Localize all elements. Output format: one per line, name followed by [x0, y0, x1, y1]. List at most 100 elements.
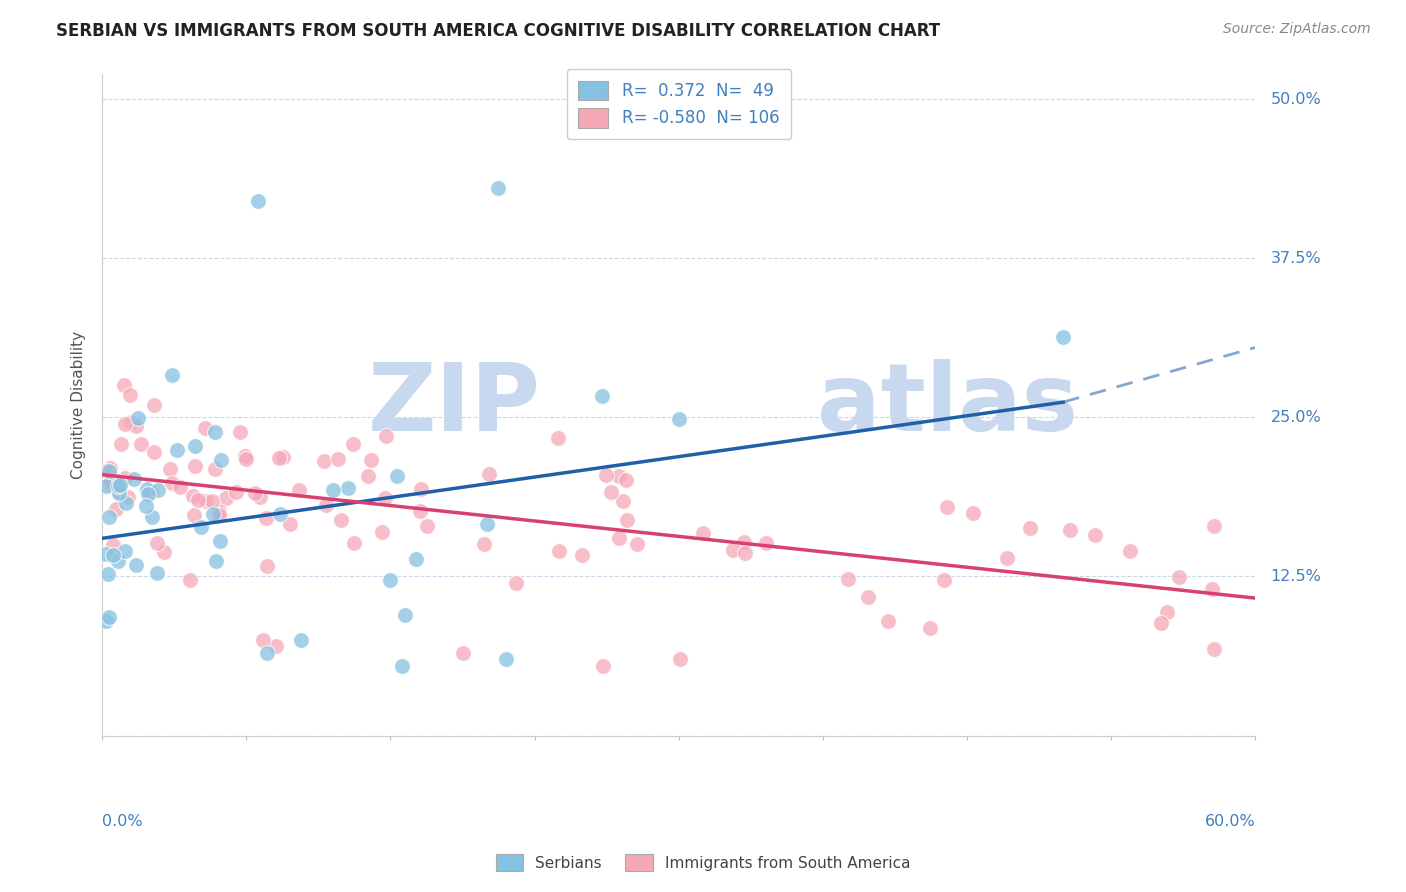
- Point: [249, 490, 271, 504]
- Point: [1059, 524, 1081, 538]
- Point: [215, 491, 238, 506]
- Point: [607, 469, 630, 483]
- Point: [626, 537, 648, 551]
- Point: [264, 640, 287, 654]
- Point: [115, 496, 138, 510]
- Point: [357, 469, 380, 483]
- Point: [125, 558, 148, 572]
- Point: [202, 508, 225, 522]
- Point: [183, 459, 205, 474]
- Point: [343, 536, 366, 550]
- Point: [98, 510, 121, 524]
- Point: [114, 544, 136, 558]
- Point: [856, 590, 879, 604]
- Point: [98, 461, 121, 475]
- Point: [380, 573, 402, 587]
- Text: 50.0%: 50.0%: [1271, 92, 1322, 107]
- Point: [330, 512, 353, 526]
- Point: [1202, 642, 1225, 657]
- Point: [995, 550, 1018, 565]
- Point: [837, 573, 859, 587]
- Point: [273, 450, 295, 464]
- Point: [411, 482, 433, 496]
- Point: [1052, 330, 1074, 344]
- Point: [547, 431, 569, 445]
- Point: [934, 573, 956, 587]
- Point: [256, 646, 278, 660]
- Point: [107, 479, 129, 493]
- Text: atlas: atlas: [817, 359, 1078, 450]
- Point: [288, 483, 311, 498]
- Point: [478, 467, 501, 482]
- Point: [205, 554, 228, 568]
- Point: [394, 607, 416, 622]
- Point: [97, 465, 120, 479]
- Point: [385, 468, 408, 483]
- Point: [595, 468, 617, 483]
- Point: [600, 484, 623, 499]
- Point: [94, 479, 117, 493]
- Point: [1156, 605, 1178, 619]
- Point: [145, 566, 167, 580]
- Point: [612, 493, 634, 508]
- Point: [962, 507, 984, 521]
- Point: [190, 520, 212, 534]
- Point: [97, 566, 120, 581]
- Point: [669, 652, 692, 666]
- Point: [453, 646, 475, 660]
- Point: [104, 502, 127, 516]
- Point: [256, 510, 278, 524]
- Point: [547, 544, 569, 558]
- Point: [755, 536, 778, 550]
- Point: [117, 490, 139, 504]
- Text: ZIP: ZIP: [367, 359, 540, 450]
- Point: [208, 504, 231, 518]
- Point: [1084, 527, 1107, 541]
- Point: [614, 473, 637, 487]
- Point: [110, 437, 132, 451]
- Point: [290, 633, 312, 648]
- Point: [148, 483, 170, 498]
- Point: [1150, 615, 1173, 630]
- Point: [472, 537, 495, 551]
- Point: [1201, 582, 1223, 597]
- Point: [94, 464, 117, 478]
- Point: [94, 547, 117, 561]
- Point: [108, 486, 131, 500]
- Point: [246, 194, 269, 209]
- Text: 60.0%: 60.0%: [1205, 814, 1256, 830]
- Point: [475, 516, 498, 531]
- Point: [114, 471, 136, 485]
- Point: [312, 454, 335, 468]
- Point: [360, 452, 382, 467]
- Point: [153, 544, 176, 558]
- Point: [179, 573, 201, 587]
- Point: [374, 429, 396, 443]
- Text: 25.0%: 25.0%: [1271, 410, 1322, 425]
- Point: [135, 500, 157, 514]
- Point: [936, 500, 959, 515]
- Point: [734, 546, 756, 560]
- Point: [125, 419, 148, 434]
- Point: [409, 504, 432, 518]
- Point: [733, 535, 755, 549]
- Point: [405, 551, 427, 566]
- Point: [136, 487, 159, 501]
- Point: [208, 533, 231, 548]
- Point: [591, 389, 613, 403]
- Point: [342, 437, 364, 451]
- Point: [204, 461, 226, 475]
- Point: [142, 445, 165, 459]
- Legend: R=  0.372  N=  49, R= -0.580  N= 106: R= 0.372 N= 49, R= -0.580 N= 106: [567, 69, 792, 139]
- Point: [107, 554, 129, 568]
- Point: [416, 518, 439, 533]
- Point: [391, 658, 413, 673]
- Point: [97, 610, 120, 624]
- Point: [209, 452, 232, 467]
- Point: [229, 425, 252, 439]
- Legend: Serbians, Immigrants from South America: Serbians, Immigrants from South America: [489, 848, 917, 877]
- Point: [105, 474, 128, 488]
- Point: [159, 461, 181, 475]
- Point: [668, 411, 690, 425]
- Point: [322, 483, 344, 498]
